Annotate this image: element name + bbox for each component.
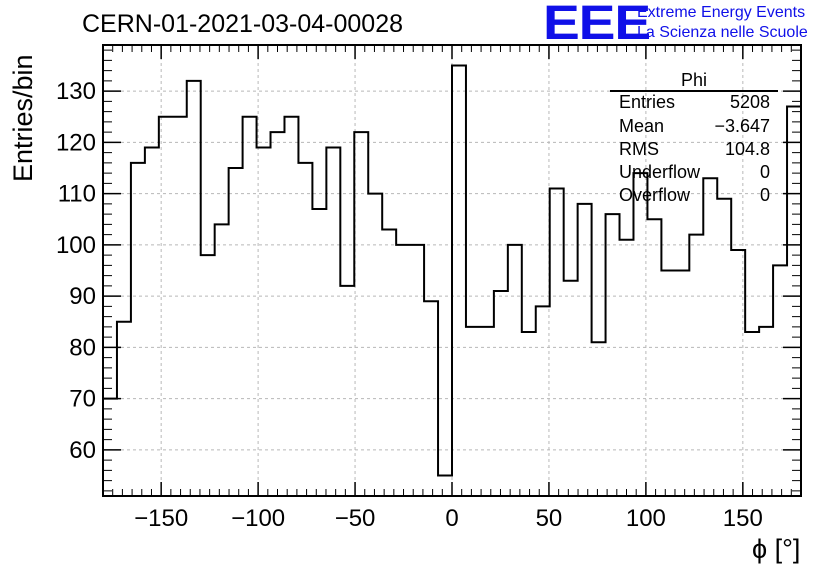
y-tick-label: 110 xyxy=(58,181,96,208)
y-tick-label: 60 xyxy=(69,437,96,464)
histogram-series xyxy=(103,64,801,477)
x-tick-label: −100 xyxy=(231,505,285,532)
stats-key-rms: RMS xyxy=(619,139,659,159)
logo-line-2: La Scienza nelle Scuole xyxy=(637,24,808,41)
x-tick-label: 100 xyxy=(626,505,666,532)
y-tick-label: 120 xyxy=(56,129,96,156)
stats-value-entries: 5208 xyxy=(729,92,770,112)
stats-value-overflow: 0 xyxy=(759,185,770,205)
x-tick-label: 50 xyxy=(536,505,563,532)
stats-value-mean: −3.647 xyxy=(714,116,770,136)
y-tick-label: 100 xyxy=(56,232,96,259)
stats-key-entries: Entries xyxy=(619,92,676,112)
x-tick-label: 0 xyxy=(445,505,458,532)
stats-key-underflow: Underflow xyxy=(619,162,701,182)
x-tick-label: 150 xyxy=(723,505,763,532)
stats-key-overflow: Overflow xyxy=(619,185,691,205)
stats-box-title: Phi xyxy=(681,70,708,90)
y-tick-label: 130 xyxy=(56,78,96,105)
y-tick-label: 80 xyxy=(69,334,96,361)
logo-line-1: Extreme Energy Events xyxy=(637,4,806,21)
y-axis-label: Entries/bin xyxy=(8,54,38,182)
y-tick-label: 90 xyxy=(69,283,96,310)
stats-value-rms: 104.8 xyxy=(724,139,770,159)
chart-title: CERN-01-2021-03-04-00028 xyxy=(82,10,404,38)
axis-ticks: −150 −100 −50 0 50 100 150 60 70 80 90 100 110 120 130 xyxy=(56,45,801,532)
stats-value-underflow: 0 xyxy=(759,162,770,182)
x-tick-label: −150 xyxy=(134,505,188,532)
stats-key-mean: Mean xyxy=(619,116,665,136)
eee-logo: EEE xyxy=(543,0,651,50)
x-tick-label: −50 xyxy=(335,505,376,532)
y-tick-label: 70 xyxy=(69,386,96,413)
histogram-outline xyxy=(103,64,801,477)
x-axis-label: ϕ [°] xyxy=(752,534,801,564)
